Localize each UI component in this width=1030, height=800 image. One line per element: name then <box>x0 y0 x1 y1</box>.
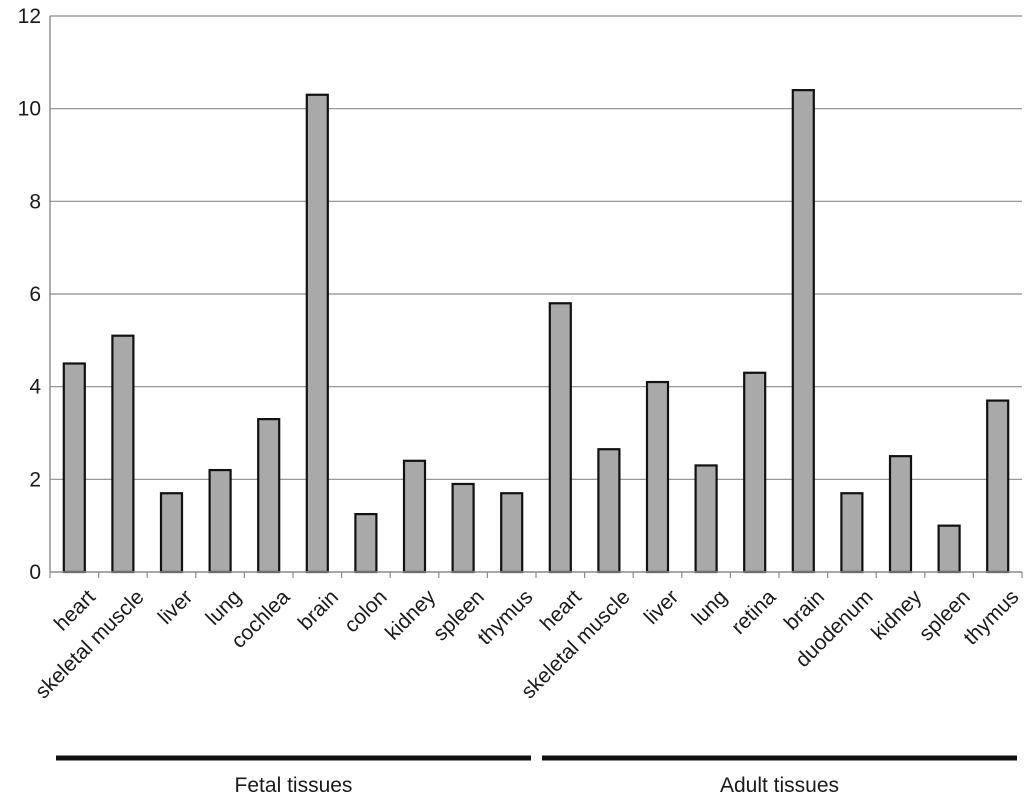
group-label: Adult tissues <box>720 774 839 797</box>
y-tick-label: 10 <box>18 98 41 121</box>
bar <box>62 362 86 574</box>
bar <box>159 492 184 574</box>
bar <box>500 492 524 574</box>
bar <box>305 93 329 574</box>
bar <box>451 482 475 574</box>
y-tick-label: 12 <box>18 5 41 28</box>
group-label: Fetal tissues <box>235 774 353 797</box>
bar <box>743 371 767 574</box>
category-label: liver <box>154 585 197 628</box>
category-label: thymus <box>959 585 1023 649</box>
y-tick-label: 8 <box>29 190 41 213</box>
bar <box>888 455 913 574</box>
group-brackets: Fetal tissues Adult tissues <box>56 755 1017 797</box>
bar <box>597 448 621 574</box>
category-label: brain <box>294 585 343 634</box>
bars <box>62 89 1010 574</box>
gridlines <box>50 15 1022 480</box>
bar <box>791 89 815 574</box>
bar <box>645 380 670 574</box>
bar <box>694 464 718 574</box>
category-label: retina <box>727 585 781 639</box>
bar <box>208 468 232 574</box>
axes: 0 2 4 6 8 10 12 <box>18 5 1023 584</box>
category-label: kidney <box>867 585 927 645</box>
bar <box>402 459 427 574</box>
bar <box>986 399 1010 574</box>
category-label: kidney <box>381 585 441 645</box>
bar <box>354 512 378 574</box>
bar <box>840 492 864 574</box>
bar <box>111 334 135 574</box>
y-tick-label: 4 <box>29 376 41 399</box>
category-label: lung <box>687 585 731 629</box>
bar <box>257 418 281 574</box>
bar <box>548 302 572 574</box>
y-tick-label: 6 <box>29 283 41 306</box>
category-label: liver <box>640 585 683 628</box>
y-tick-label: 2 <box>29 468 41 491</box>
category-label: thymus <box>473 585 537 649</box>
bar <box>937 524 961 574</box>
y-tick-label: 0 <box>29 561 41 584</box>
